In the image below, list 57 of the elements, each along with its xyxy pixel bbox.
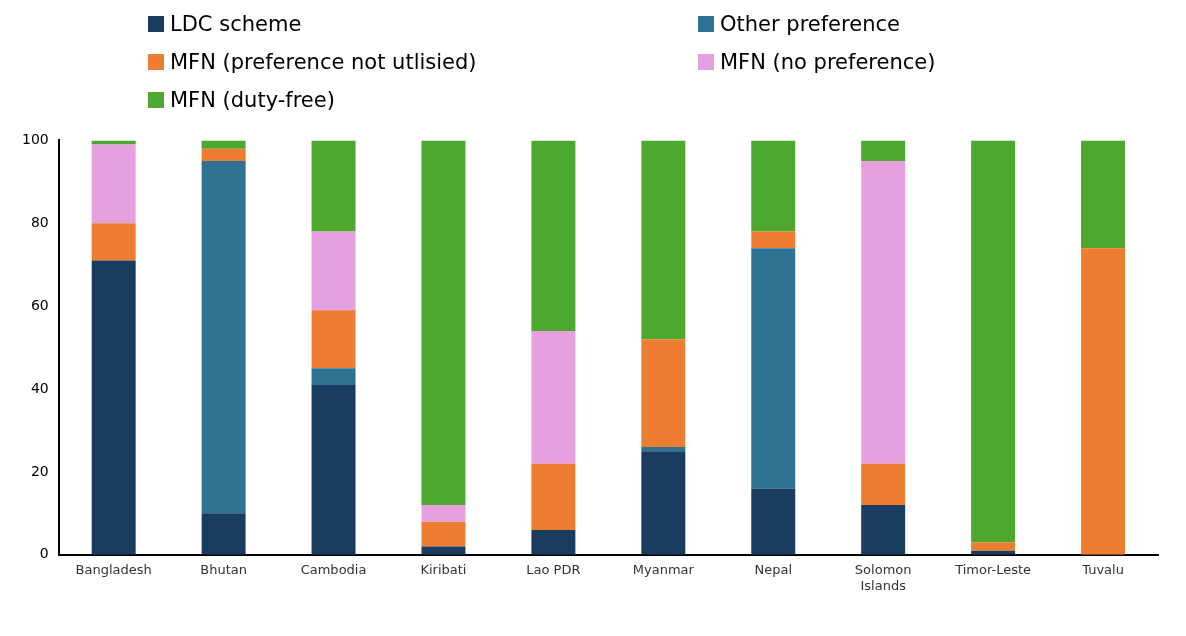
bar bbox=[751, 231, 796, 249]
bar bbox=[641, 451, 686, 555]
bar bbox=[531, 140, 576, 332]
bar bbox=[641, 447, 686, 452]
legend-label: Other preference bbox=[720, 12, 900, 36]
y-tick-label: 80 bbox=[30, 213, 49, 230]
bar bbox=[201, 513, 246, 555]
bar bbox=[641, 140, 686, 340]
bar bbox=[1081, 248, 1126, 555]
bar bbox=[421, 521, 466, 547]
x-tick-label: Timor-Leste bbox=[954, 561, 1032, 577]
legend-label: MFN (duty-free) bbox=[170, 88, 335, 112]
bar bbox=[91, 144, 136, 224]
legend-label: MFN (preference not utlisied) bbox=[170, 50, 477, 74]
bar bbox=[971, 140, 1016, 543]
y-tick-label: 0 bbox=[39, 545, 49, 562]
bar bbox=[311, 231, 356, 311]
bar bbox=[861, 505, 906, 555]
x-tick-label: Solomon Islands bbox=[854, 561, 912, 593]
x-tick-label: Nepal bbox=[754, 561, 793, 577]
y-tick-label: 60 bbox=[30, 296, 49, 313]
y-tick-label: 20 bbox=[30, 462, 49, 479]
bar bbox=[971, 542, 1016, 551]
bar bbox=[861, 463, 906, 506]
bar bbox=[91, 260, 136, 555]
bar bbox=[751, 140, 796, 232]
bar bbox=[861, 140, 906, 162]
bar bbox=[421, 140, 466, 506]
bar bbox=[91, 223, 136, 261]
bar bbox=[531, 463, 576, 530]
x-tick-label: Bangladesh bbox=[75, 561, 152, 577]
bar bbox=[311, 368, 356, 385]
bar bbox=[641, 339, 686, 448]
x-tick-label: Cambodia bbox=[300, 561, 367, 577]
bar bbox=[531, 331, 576, 464]
x-tick-label: Kiribati bbox=[420, 561, 467, 577]
bar bbox=[201, 161, 246, 514]
bar bbox=[531, 529, 576, 555]
bar bbox=[311, 310, 356, 369]
x-tick-label: Bhutan bbox=[200, 561, 247, 577]
bar bbox=[311, 384, 356, 555]
bar bbox=[751, 248, 796, 489]
bar bbox=[861, 161, 906, 464]
x-tick-label: Myanmar bbox=[632, 561, 695, 577]
bar bbox=[421, 505, 466, 522]
x-tick-label: Lao PDR bbox=[526, 561, 581, 577]
legend-label: MFN (no preference) bbox=[720, 50, 936, 74]
bar bbox=[311, 140, 356, 232]
y-tick-label: 100 bbox=[21, 131, 49, 148]
bar bbox=[91, 140, 136, 145]
bar bbox=[201, 148, 246, 162]
bar bbox=[1081, 140, 1126, 249]
bar bbox=[751, 488, 796, 555]
bar bbox=[201, 140, 246, 149]
x-tick-label: Tuvalu bbox=[1081, 561, 1124, 577]
y-tick-label: 40 bbox=[30, 379, 49, 396]
legend-label: LDC scheme bbox=[170, 12, 302, 36]
